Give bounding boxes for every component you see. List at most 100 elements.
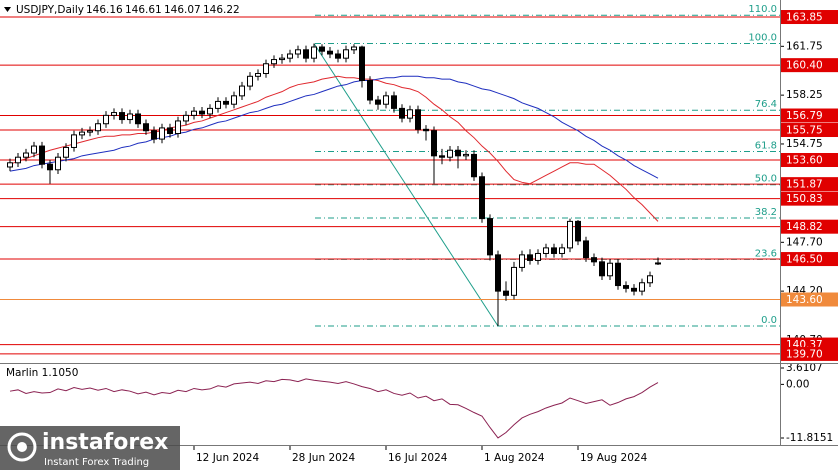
level-label-bg xyxy=(781,108,838,123)
x-tick-label: 16 Jul 2024 xyxy=(388,452,448,464)
candle-body xyxy=(351,46,357,51)
candle-body xyxy=(271,59,277,65)
level-label: 153.60 xyxy=(786,155,823,167)
level-label: 143.60 xyxy=(786,294,823,306)
candle-body xyxy=(335,53,341,59)
candle-body xyxy=(511,266,517,296)
candle-body xyxy=(591,257,597,263)
candle-body xyxy=(535,252,541,261)
candle-body xyxy=(447,149,453,158)
candle-body xyxy=(295,49,301,55)
indicator-tick-label: 0.00 xyxy=(786,378,809,390)
candle-body xyxy=(167,127,173,135)
candle-body xyxy=(367,79,373,101)
candle-body xyxy=(375,99,381,105)
indicator-tick-label: -11.8151 xyxy=(786,432,833,444)
candle-body xyxy=(247,75,253,87)
y-tick-label: 154.75 xyxy=(786,138,823,150)
level-label: 151.87 xyxy=(786,179,823,191)
level-label: 163.85 xyxy=(786,12,823,24)
candle-body xyxy=(463,153,469,157)
candle-body xyxy=(647,275,653,284)
candle-body xyxy=(639,282,645,292)
candle-body xyxy=(79,131,85,136)
level-label-bg xyxy=(781,292,838,307)
candle-body xyxy=(479,176,485,220)
header-low: 146.07 xyxy=(164,4,201,16)
collapse-triangle xyxy=(4,7,11,12)
level-label-bg xyxy=(781,219,838,234)
candle-body xyxy=(15,156,21,164)
candle-body xyxy=(127,113,133,121)
candle-body xyxy=(415,109,421,130)
candle-body xyxy=(207,107,213,115)
candle-body xyxy=(239,85,245,97)
level-label: 156.79 xyxy=(786,110,823,122)
x-tick-label: 28 Jun 2024 xyxy=(292,452,355,464)
candle-body xyxy=(407,109,413,119)
candle-body xyxy=(111,112,117,116)
candle-body xyxy=(615,262,621,287)
candle-body xyxy=(263,63,269,75)
watermark-bg xyxy=(0,426,180,470)
candle-body xyxy=(631,287,637,292)
fib-label: 110.0 xyxy=(748,4,777,15)
candle-body xyxy=(279,57,285,61)
candle-body xyxy=(151,130,157,140)
level-label-bg xyxy=(781,177,838,192)
level-label: 160.40 xyxy=(786,60,823,72)
level-label: 150.83 xyxy=(786,193,823,205)
candle-body xyxy=(359,46,365,81)
candle-body xyxy=(519,254,525,268)
indicator-name: Marlin 1.1050 xyxy=(6,367,78,379)
x-tick-label: 12 Jun 2024 xyxy=(196,452,259,464)
candle-body xyxy=(191,110,197,116)
watermark-logo xyxy=(7,432,37,462)
candle-body xyxy=(215,100,221,109)
level-label: 148.82 xyxy=(786,221,823,233)
watermark-tagline: Instant Forex Trading xyxy=(44,457,149,468)
level-label-bg xyxy=(781,123,838,138)
candle-body xyxy=(391,95,397,109)
x-tick-label: 1 Aug 2024 xyxy=(484,452,545,464)
y-tick-label: 147.70 xyxy=(786,236,823,248)
candle-body xyxy=(255,73,261,77)
candle-body xyxy=(607,262,613,277)
candle-body xyxy=(383,95,389,105)
fib-label: 76.4 xyxy=(755,99,777,110)
candle-body xyxy=(31,145,37,154)
candle-body xyxy=(495,254,501,292)
fib-label: 23.6 xyxy=(755,248,777,259)
fib-label: 61.8 xyxy=(755,140,777,151)
candle-body xyxy=(23,152,29,158)
moving-average xyxy=(9,75,659,179)
candle-body xyxy=(423,128,429,132)
header-close: 146.22 xyxy=(203,4,240,16)
candle-body xyxy=(455,149,461,157)
candle-body xyxy=(183,114,189,122)
candle-body xyxy=(575,220,581,242)
candle-body xyxy=(47,163,53,171)
candle-body xyxy=(71,134,77,148)
candle-body xyxy=(439,155,445,158)
candle-body xyxy=(143,123,149,132)
header-high: 146.61 xyxy=(125,4,162,16)
candle-body xyxy=(567,220,573,249)
candle-body xyxy=(559,247,565,254)
fib-label: 0.0 xyxy=(761,315,777,326)
watermark-brand: instaforex xyxy=(42,430,168,455)
candle-body xyxy=(223,100,229,105)
candle-body xyxy=(287,53,293,59)
level-label-bg xyxy=(781,191,838,206)
y-tick-label: 161.75 xyxy=(786,40,823,52)
level-label: 146.50 xyxy=(786,254,823,266)
fib-label: 100.0 xyxy=(748,33,777,44)
candle-body xyxy=(503,290,509,296)
level-label: 139.70 xyxy=(786,348,823,360)
level-label-bg xyxy=(781,10,838,25)
candle-body xyxy=(431,130,437,157)
candle-body xyxy=(119,112,125,121)
fib-label: 38.2 xyxy=(755,207,777,218)
